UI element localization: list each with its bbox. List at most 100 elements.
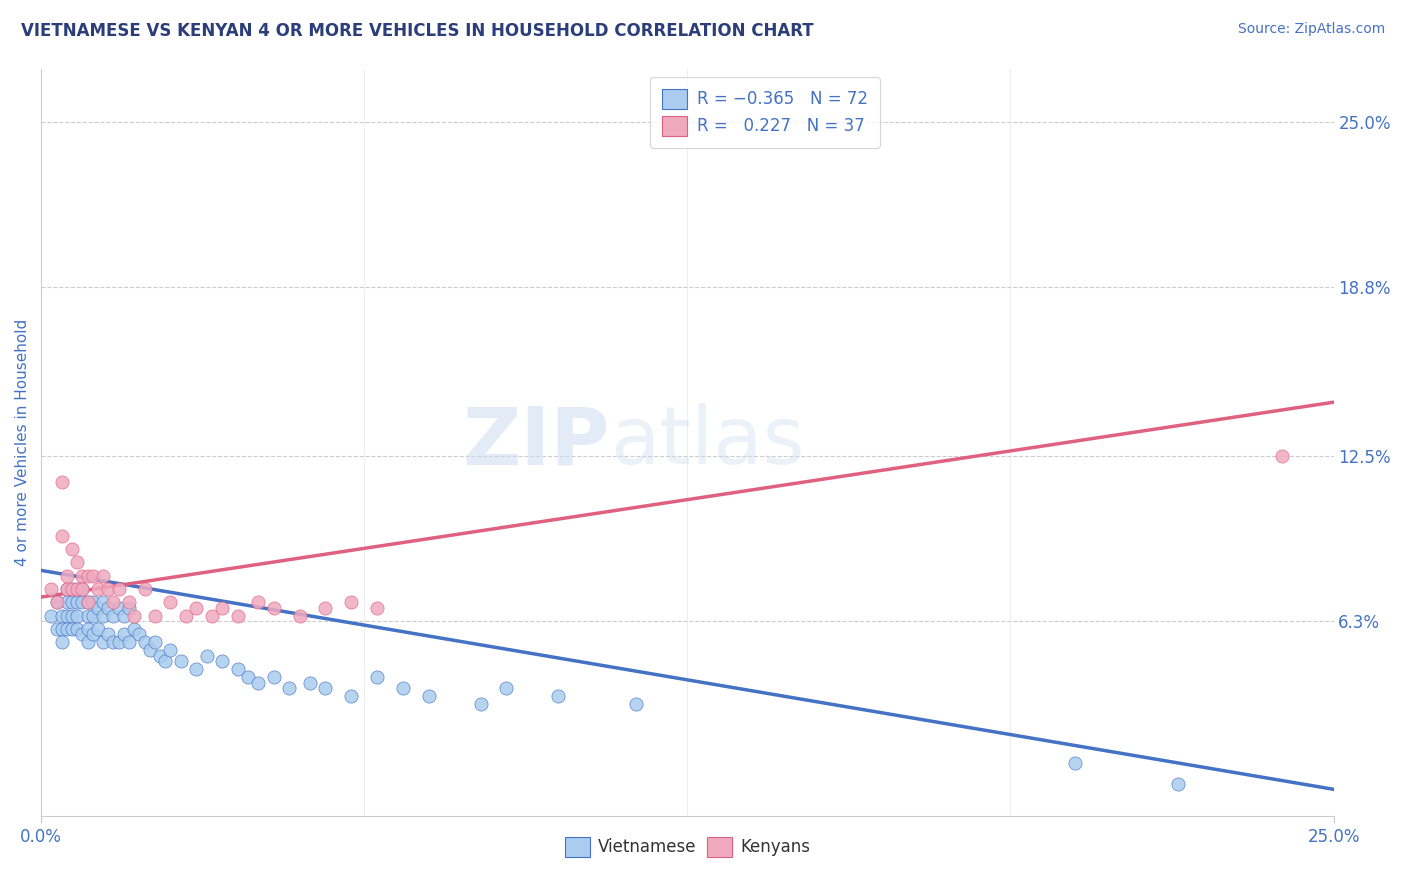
- Point: [91, 608, 114, 623]
- Point: [118, 635, 141, 649]
- Point: [226, 608, 249, 623]
- Point: [128, 627, 150, 641]
- Point: [56, 622, 79, 636]
- Point: [56, 582, 79, 596]
- Point: [247, 595, 270, 609]
- Point: [66, 622, 89, 636]
- Point: [87, 600, 110, 615]
- Point: [624, 697, 647, 711]
- Point: [66, 555, 89, 569]
- Point: [118, 595, 141, 609]
- Point: [226, 662, 249, 676]
- Point: [60, 582, 83, 596]
- Point: [51, 622, 73, 636]
- Point: [138, 643, 160, 657]
- Point: [66, 595, 89, 609]
- Point: [314, 600, 336, 615]
- Point: [288, 608, 311, 623]
- Point: [1271, 449, 1294, 463]
- Point: [263, 670, 285, 684]
- Point: [547, 689, 569, 703]
- Y-axis label: 4 or more Vehicles in Household: 4 or more Vehicles in Household: [15, 318, 30, 566]
- Point: [76, 635, 98, 649]
- Point: [211, 654, 233, 668]
- Point: [112, 627, 135, 641]
- Point: [97, 627, 120, 641]
- Point: [51, 635, 73, 649]
- Point: [201, 608, 224, 623]
- Point: [366, 670, 388, 684]
- Text: Source: ZipAtlas.com: Source: ZipAtlas.com: [1237, 22, 1385, 37]
- Point: [340, 689, 363, 703]
- Point: [60, 595, 83, 609]
- Point: [103, 595, 125, 609]
- Point: [159, 643, 181, 657]
- Point: [76, 568, 98, 582]
- Point: [392, 681, 415, 695]
- Point: [118, 600, 141, 615]
- Point: [103, 608, 125, 623]
- Point: [97, 600, 120, 615]
- Point: [186, 600, 208, 615]
- Point: [134, 582, 156, 596]
- Point: [66, 582, 89, 596]
- Point: [76, 608, 98, 623]
- Point: [143, 635, 166, 649]
- Point: [174, 608, 197, 623]
- Point: [1167, 777, 1189, 791]
- Point: [82, 608, 104, 623]
- Point: [495, 681, 517, 695]
- Point: [72, 627, 94, 641]
- Point: [103, 635, 125, 649]
- Point: [41, 582, 63, 596]
- Point: [186, 662, 208, 676]
- Point: [45, 595, 67, 609]
- Point: [60, 622, 83, 636]
- Point: [66, 608, 89, 623]
- Point: [72, 582, 94, 596]
- Point: [82, 595, 104, 609]
- Point: [195, 648, 218, 663]
- Point: [97, 582, 120, 596]
- Point: [72, 582, 94, 596]
- Point: [122, 608, 145, 623]
- Point: [56, 595, 79, 609]
- Point: [418, 689, 440, 703]
- Point: [211, 600, 233, 615]
- Point: [56, 582, 79, 596]
- Point: [263, 600, 285, 615]
- Point: [159, 595, 181, 609]
- Point: [87, 582, 110, 596]
- Point: [76, 595, 98, 609]
- Text: VIETNAMESE VS KENYAN 4 OR MORE VEHICLES IN HOUSEHOLD CORRELATION CHART: VIETNAMESE VS KENYAN 4 OR MORE VEHICLES …: [21, 22, 814, 40]
- Point: [134, 635, 156, 649]
- Point: [298, 675, 321, 690]
- Point: [45, 595, 67, 609]
- Point: [56, 608, 79, 623]
- Point: [314, 681, 336, 695]
- Point: [60, 582, 83, 596]
- Point: [82, 568, 104, 582]
- Point: [247, 675, 270, 690]
- Legend: Vietnamese, Kenyans: Vietnamese, Kenyans: [558, 830, 817, 863]
- Point: [107, 600, 129, 615]
- Point: [51, 475, 73, 490]
- Point: [45, 622, 67, 636]
- Text: atlas: atlas: [610, 403, 804, 482]
- Point: [76, 622, 98, 636]
- Point: [143, 608, 166, 623]
- Point: [87, 622, 110, 636]
- Point: [51, 608, 73, 623]
- Point: [56, 568, 79, 582]
- Point: [112, 608, 135, 623]
- Point: [122, 622, 145, 636]
- Point: [66, 582, 89, 596]
- Point: [60, 608, 83, 623]
- Point: [82, 627, 104, 641]
- Point: [51, 529, 73, 543]
- Point: [60, 542, 83, 557]
- Point: [1064, 756, 1087, 770]
- Point: [72, 568, 94, 582]
- Point: [91, 635, 114, 649]
- Point: [76, 595, 98, 609]
